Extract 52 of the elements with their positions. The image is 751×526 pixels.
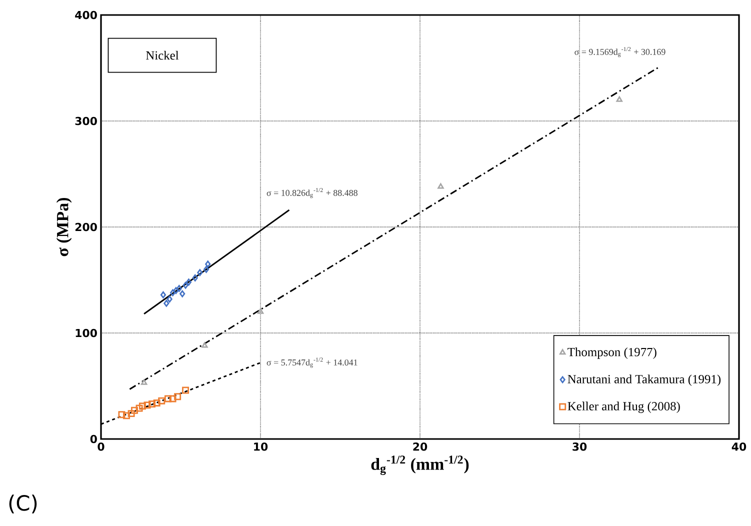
annotation: σ = 5.7547d$_{g}$$^{-1/2}$ + 14.041 (266, 358, 358, 368)
x-tick-label: 40 (732, 442, 746, 451)
annotation: σ = 10.826d$_{g}$$^{-1/2}$ + 88.488 (266, 188, 358, 198)
x-tick-label: 10 (254, 442, 268, 451)
point (182, 386, 190, 394)
point (174, 393, 182, 400)
point (160, 291, 166, 298)
legend-label: Thompson (1977) (568, 348, 656, 359)
point (257, 308, 264, 314)
point (616, 96, 622, 102)
point (192, 274, 198, 282)
y-axis-title: σ (MPa) (56, 198, 72, 256)
point (169, 395, 176, 402)
point (148, 400, 156, 408)
point (131, 406, 138, 414)
point (123, 412, 130, 420)
legend-label: Narutani and Takamura (1991) (568, 374, 721, 386)
point (144, 402, 151, 409)
point (203, 266, 210, 273)
point (164, 395, 172, 402)
point (182, 282, 188, 289)
point (138, 402, 146, 410)
point (180, 290, 186, 298)
point (438, 183, 444, 189)
x-tick-label: 30 (572, 442, 587, 451)
y-tick-label: 300 (75, 116, 97, 126)
point (136, 404, 143, 412)
y-tick-label: 100 (76, 328, 97, 338)
annotation: Nickel (146, 50, 179, 60)
point (140, 379, 148, 385)
y-tick-label: 400 (75, 10, 97, 20)
y-tick-label: 0 (90, 434, 97, 444)
point (197, 269, 203, 276)
x-tick-label: 0 (98, 442, 104, 451)
point (170, 289, 176, 296)
point (118, 411, 126, 418)
point (176, 284, 182, 292)
annotation: σ = 9.1569d$_{g}$$^{-1/2}$ + 30.169 (574, 47, 666, 58)
x-axis-title: d$_{g}$$^{-1/2}$ (mm$^{-1/2}$) (371, 456, 469, 475)
y-tick-label: 200 (75, 222, 97, 232)
point (173, 287, 179, 294)
point (186, 278, 192, 286)
point (158, 397, 166, 404)
point (153, 399, 160, 406)
point (128, 410, 135, 418)
point (202, 342, 208, 348)
x-tick-label: 20 (413, 442, 428, 451)
point (164, 300, 170, 307)
point (205, 260, 211, 268)
legend-label: Keller and Hug (2008) (568, 402, 680, 413)
text: (C) (9, 494, 37, 514)
point (166, 296, 172, 303)
